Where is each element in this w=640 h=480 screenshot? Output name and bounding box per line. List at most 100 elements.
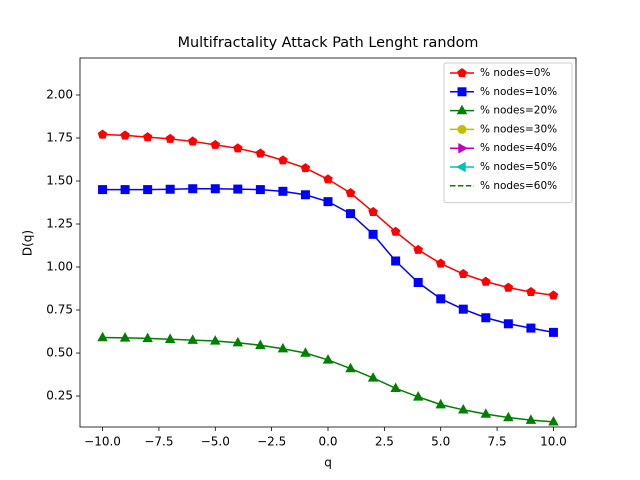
marker xyxy=(323,174,333,184)
marker xyxy=(458,268,469,278)
marker xyxy=(323,197,333,207)
x-tick-label: 2.5 xyxy=(375,435,394,449)
marker xyxy=(322,354,334,364)
legend: % nodes=0% % nodes=10% % nodes=20% % nodes=… xyxy=(443,62,573,204)
marker xyxy=(233,184,243,194)
marker xyxy=(98,185,108,195)
marker xyxy=(277,342,289,353)
marker xyxy=(391,256,401,266)
marker xyxy=(526,323,536,333)
marker xyxy=(458,142,468,154)
legend-label: % nodes=0% xyxy=(480,67,550,79)
x-tick-label: −2.5 xyxy=(257,435,286,449)
marker xyxy=(187,136,198,146)
marker xyxy=(458,304,468,314)
marker xyxy=(119,332,131,342)
marker xyxy=(300,163,311,173)
y-tick-label: 0.50 xyxy=(46,346,73,360)
y-tick-label: 2.00 xyxy=(46,87,73,101)
legend-label: % nodes=60% xyxy=(480,180,557,192)
marker xyxy=(456,161,466,173)
legend-label: % nodes=40% xyxy=(480,142,557,154)
marker xyxy=(300,347,311,357)
marker xyxy=(142,332,153,343)
marker xyxy=(255,185,265,195)
marker xyxy=(300,190,310,200)
marker xyxy=(143,185,153,195)
marker xyxy=(278,186,288,196)
marker xyxy=(456,104,468,115)
legend-label: % nodes=20% xyxy=(480,105,557,117)
marker xyxy=(164,333,176,343)
x-tick-label: −7.5 xyxy=(144,435,173,449)
marker xyxy=(188,184,198,194)
marker xyxy=(120,185,130,195)
marker xyxy=(457,87,467,97)
marker xyxy=(481,313,491,323)
y-tick-label: 1.50 xyxy=(46,174,73,188)
marker xyxy=(458,403,469,414)
marker xyxy=(255,148,266,158)
marker xyxy=(165,184,175,194)
x-tick-label: 0.0 xyxy=(318,435,337,449)
y-tick-label: 1.75 xyxy=(46,130,73,144)
y-tick-label: 1.00 xyxy=(46,260,73,274)
marker xyxy=(345,188,356,198)
marker xyxy=(368,206,378,217)
marker xyxy=(187,334,198,344)
marker xyxy=(210,139,221,149)
marker xyxy=(548,327,558,337)
plot-frame xyxy=(79,57,577,428)
marker xyxy=(390,226,401,236)
marker xyxy=(97,129,108,139)
marker xyxy=(412,391,424,401)
legend-label: % nodes=30% xyxy=(480,123,557,135)
x-tick-label: −10.0 xyxy=(84,435,121,449)
legend-box xyxy=(443,62,573,204)
x-tick-label: 10.0 xyxy=(540,435,567,449)
marker xyxy=(457,67,467,78)
marker xyxy=(210,184,220,194)
marker xyxy=(548,290,559,300)
marker xyxy=(436,294,446,304)
marker xyxy=(503,411,514,422)
marker xyxy=(165,133,175,143)
marker xyxy=(368,229,378,239)
marker xyxy=(526,286,536,297)
x-axis-label: q xyxy=(324,456,332,470)
marker xyxy=(480,408,492,418)
marker xyxy=(457,124,467,134)
marker xyxy=(345,362,356,373)
x-tick-label: 5.0 xyxy=(431,435,450,449)
marker xyxy=(255,339,266,349)
legend-label: % nodes=10% xyxy=(480,86,557,98)
y-tick-label: 0.25 xyxy=(46,389,73,403)
marker xyxy=(548,416,559,426)
marker xyxy=(435,398,446,409)
chart-title: Multifractality Attack Path Lenght rando… xyxy=(178,35,479,51)
x-tick-label: −5.0 xyxy=(201,435,230,449)
marker xyxy=(390,382,401,392)
marker xyxy=(97,331,108,342)
marker xyxy=(278,155,288,165)
marker xyxy=(210,335,221,345)
x-tick-label: 7.5 xyxy=(488,435,507,449)
marker xyxy=(503,282,514,292)
marker xyxy=(481,276,491,286)
marker xyxy=(435,258,446,268)
marker xyxy=(503,319,513,329)
marker xyxy=(232,336,244,347)
marker xyxy=(525,414,537,424)
marker xyxy=(367,372,379,382)
y-axis-label: D(q) xyxy=(21,230,35,256)
marker xyxy=(346,209,356,219)
y-tick-label: 1.25 xyxy=(46,217,73,231)
legend-label: % nodes=50% xyxy=(480,161,557,173)
y-tick-label: 0.75 xyxy=(46,303,73,317)
marker xyxy=(142,132,153,142)
marker xyxy=(233,143,243,153)
marker xyxy=(413,277,423,287)
marker xyxy=(120,130,130,140)
marker xyxy=(413,244,423,254)
